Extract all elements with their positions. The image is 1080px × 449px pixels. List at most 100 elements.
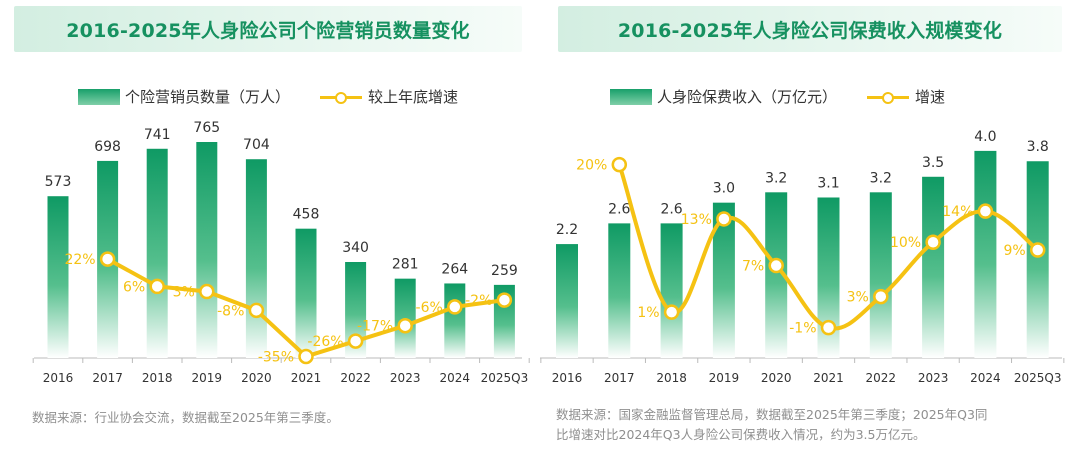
line-point-2018 (663, 304, 680, 320)
x-tick-label: 2022 (866, 371, 897, 385)
x-tick-label: 2017 (604, 371, 635, 385)
line-value-label: 6% (123, 279, 145, 295)
bar-2019 (712, 202, 735, 358)
bar-value-label: 2.6 (660, 201, 682, 217)
x-tick-label: 2025Q3 (481, 371, 529, 385)
bar-value-label: 3.2 (870, 170, 892, 186)
line-legend-label: 较上年底增速 (368, 88, 459, 106)
line-value-label: 7% (742, 259, 764, 275)
bar-value-label: 3.8 (1027, 139, 1049, 155)
line-point-2022 (347, 333, 364, 349)
bar-2021 (295, 228, 317, 358)
x-tick-label: 2021 (813, 371, 844, 385)
x-tick-label: 2023 (390, 371, 421, 385)
bar-2022 (345, 262, 367, 358)
line-value-label: 14% (942, 204, 973, 220)
bar-2020 (245, 159, 267, 358)
line-point-2024 (977, 203, 994, 219)
line-legend-label: 增速 (915, 88, 946, 106)
line-point-2019 (199, 283, 215, 300)
right-chart-source-line-1: 数据来源：国家金融监督管理总局，数据截至2025年第三季度；2025年Q3同 (556, 407, 988, 422)
bar-2023 (922, 176, 945, 358)
line-value-label: 9% (1003, 243, 1025, 259)
x-tick-label: 2018 (142, 371, 173, 385)
right-chart-title: 2016-2025年人身险公司保费收入规模变化 (617, 19, 1003, 42)
x-tick-label: 2024 (440, 371, 471, 385)
left-chart-title-bar: 2016-2025年人身险公司个险营销员数量变化 (14, 6, 522, 52)
line-point-2025Q3 (496, 292, 513, 308)
bar-legend-swatch (78, 88, 120, 105)
line-value-label: -26% (307, 334, 343, 350)
line-point-2018 (149, 278, 165, 295)
x-tick-label: 2017 (92, 371, 123, 385)
x-tick-label: 2019 (192, 371, 223, 385)
line-value-label: 13% (681, 212, 712, 228)
x-tick-label: 2020 (761, 371, 792, 385)
x-tick-label: 2022 (340, 371, 371, 385)
line-value-label: 3% (847, 290, 869, 306)
line-value-label: 22% (64, 252, 95, 268)
bar-value-label: 3.0 (713, 181, 735, 197)
x-tick-label: 2020 (241, 371, 272, 385)
line-legend-swatch (867, 89, 910, 105)
line-point-2020 (768, 257, 784, 274)
bar-legend-label: 人身险保费收入（万亿元） (657, 88, 838, 106)
right-chart-source-line-2: 比增速对比2024年Q3人身险公司保费收入情况，约为3.5万亿元。 (556, 427, 926, 442)
line-value-label: -8% (217, 303, 244, 319)
x-tick-label: 2016 (552, 371, 583, 385)
left-chart-plot: 573 2016 698 2017 741 2018 765 2019 704 2020 458 20… (32, 120, 530, 385)
line-value-label: -35% (258, 349, 294, 365)
bar-value-label: 573 (45, 174, 72, 190)
bar-2019 (196, 142, 218, 358)
line-legend-swatch (320, 89, 363, 105)
line-value-label: -2% (465, 293, 492, 309)
line-value-label: -17% (357, 319, 393, 335)
right-chart-source: 数据来源：国家金融监督管理总局，数据截至2025年第三季度；2025年Q3同 比… (556, 405, 987, 445)
line-point-2023 (397, 317, 413, 334)
bar-value-label: 765 (193, 120, 220, 136)
bar-value-label: 2.6 (608, 201, 630, 217)
line-point-2017 (611, 156, 628, 173)
line-value-label: -6% (416, 300, 443, 316)
line-value-label: -1% (789, 321, 816, 337)
bar-value-label: 281 (392, 257, 419, 273)
x-tick-label: 2019 (709, 371, 740, 385)
bar-legend-swatch (610, 88, 652, 105)
line-point-2025Q3 (1029, 242, 1046, 258)
bar-legend-label: 个险营销员数量（万人） (125, 88, 291, 106)
line-value-label: 20% (576, 158, 607, 174)
bar-value-label: 3.2 (765, 170, 787, 186)
line-point-2019 (716, 211, 732, 227)
line-point-2020 (248, 302, 265, 319)
bar-value-label: 259 (491, 263, 518, 279)
bar-2018 (146, 148, 168, 358)
bar-2024 (974, 150, 997, 358)
bar-2021 (817, 197, 840, 358)
left-chart-panel: 2016-2025年人身险公司个险营销员数量变化 个险营销员数量（万人） 较上年… (14, 6, 530, 425)
bar-2020 (765, 192, 788, 358)
x-tick-label: 2024 (970, 371, 1001, 385)
bar-value-label: 2.2 (556, 222, 578, 238)
line-point-2022 (873, 288, 889, 305)
x-tick-label: 2023 (918, 371, 949, 385)
bar-value-label: 704 (243, 137, 270, 153)
bar-value-label: 264 (441, 261, 468, 277)
bar-value-label: 458 (293, 207, 320, 223)
x-tick-label: 2018 (656, 371, 687, 385)
bar-2024 (444, 283, 466, 358)
right-chart-plot: 2.2 2016 2.6 2017 2.6 2018 3.0 2019 3.2 2020 3.1 20… (540, 129, 1065, 385)
x-tick-label: 2021 (291, 371, 322, 385)
left-chart-legend: 个险营销员数量（万人） 较上年底增速 (78, 86, 458, 107)
line-value-label: 3% (173, 285, 195, 301)
right-chart-legend: 人身险保费收入（万亿元） 增速 (610, 86, 945, 107)
left-chart-title: 2016-2025年人身险公司个险营销员数量变化 (66, 19, 470, 42)
bar-2016 (47, 196, 69, 358)
line-point-2021 (820, 319, 837, 336)
bar-2022 (869, 192, 892, 358)
line-point-2024 (447, 299, 463, 315)
bar-2016 (556, 244, 578, 358)
bar-value-label: 4.0 (974, 129, 996, 145)
bar-2017 (608, 223, 631, 358)
line-point-2021 (298, 348, 314, 365)
bar-value-label: 340 (342, 240, 369, 256)
